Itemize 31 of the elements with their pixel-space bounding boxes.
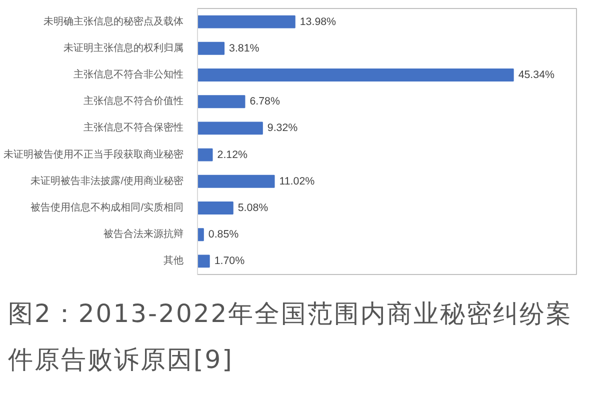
bar [198, 15, 296, 28]
data-label: 1.70% [214, 255, 246, 268]
y-tick-label: 未证明被告非法披露/使用商业秘密 [30, 174, 184, 187]
data-label: 45.34% [518, 69, 555, 81]
bar [198, 122, 263, 135]
data-label: 5.08% [238, 202, 269, 214]
y-tick-label: 被告使用信息不构成相同/实质相同 [30, 202, 184, 214]
data-label: 11.02% [279, 175, 316, 188]
y-tick-label: 被告合法来源抗辩 [104, 228, 184, 240]
bar [198, 254, 210, 268]
data-label: 6.78% [250, 96, 280, 108]
data-label: 2.12% [217, 148, 248, 161]
data-label: 0.85% [208, 228, 240, 241]
y-tick-label: 主张信息不符合价值性 [84, 95, 184, 108]
bar [198, 42, 225, 55]
y-tick-label: 主张信息不符合非公知性 [74, 68, 184, 80]
bar [198, 68, 514, 82]
y-tick-label: 未证明被告使用不正当手段获取商业秘密 [4, 148, 184, 160]
y-tick-label: 主张信息不符合保密性 [84, 122, 184, 134]
y-tick-label: 其他 [164, 254, 184, 267]
bar [198, 95, 246, 108]
data-label: 9.32% [267, 122, 298, 134]
data-label: 13.98% [300, 16, 337, 28]
bar [198, 148, 213, 162]
y-tick-label: 未明确主张信息的秘密点及载体 [44, 15, 184, 28]
bar [198, 202, 234, 214]
bar [198, 228, 204, 242]
caption: 图2：2013-2022年全国范围内商业秘密纠纷案件原告败诉原因[9] [8, 298, 574, 376]
y-tick-label: 未证明主张信息的权利归属 [64, 42, 184, 54]
bar [198, 174, 275, 188]
data-label: 3.81% [229, 42, 260, 54]
